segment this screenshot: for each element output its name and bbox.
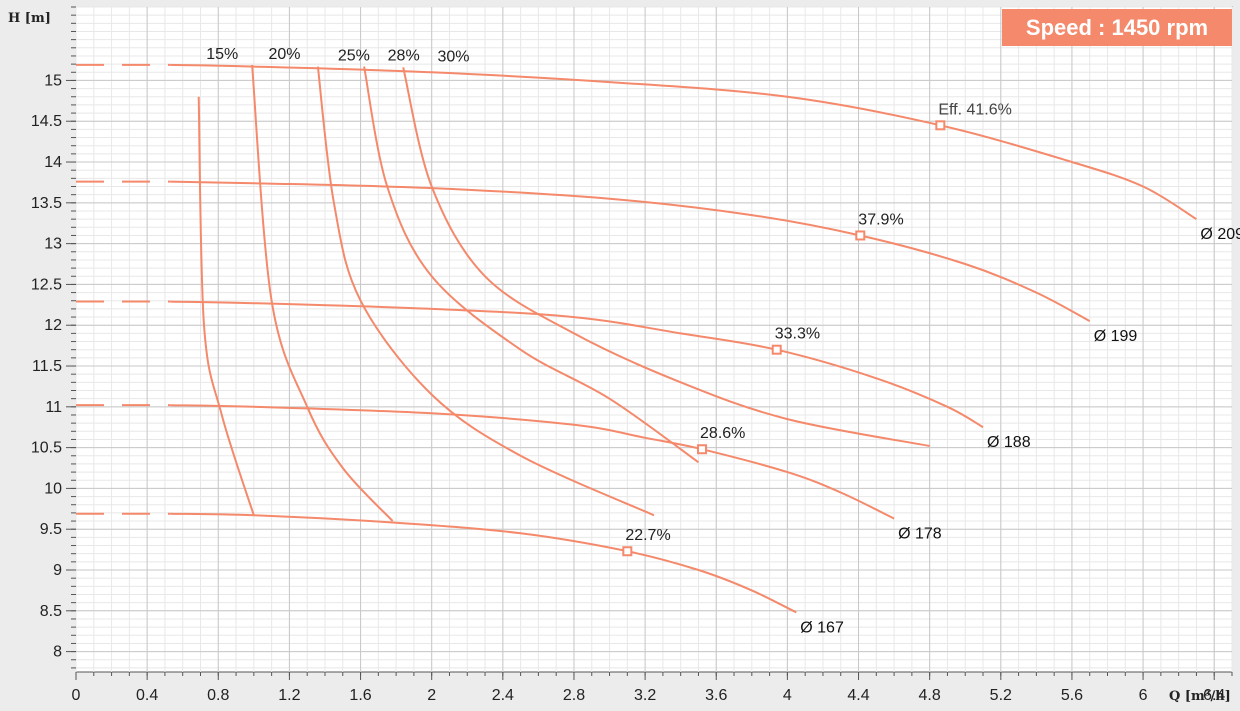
best-efficiency-marker (771, 344, 782, 355)
minor-grid (75, 6, 1233, 672)
best-efficiency-marker (697, 444, 708, 455)
x-tick-label: 4 (783, 687, 792, 704)
head-curves (76, 63, 1197, 614)
y-tick-label: 10 (44, 480, 62, 497)
x-axis-title: Q [m³/h] (1169, 689, 1231, 704)
y-tick-label: 12 (44, 317, 62, 334)
x-tick-label: 6 (1139, 687, 1148, 704)
y-tick-label: 12.5 (31, 276, 62, 293)
head-curve (170, 404, 895, 520)
y-axis-title: H [m] (8, 11, 51, 26)
impeller-diameter-label: Ø 199 (1094, 328, 1138, 345)
y-tick-label: 9.5 (40, 521, 62, 538)
iso-efficiency-curve (363, 66, 700, 464)
iso-efficiency-curve (197, 96, 255, 516)
x-tick-label: 5.2 (990, 687, 1012, 704)
x-tick-label: 1.6 (349, 687, 371, 704)
x-tick-label: 2.8 (563, 687, 585, 704)
axes: 0 0.4 0.8 1.2 1.6 2 2.4 2.8 3.2 3.6 4 4.4 4.8 5.2 5.6 6… (31, 6, 1233, 704)
x-tick-label: 4.8 (919, 687, 941, 704)
best-efficiency-marker (935, 120, 946, 131)
y-tick-label: 8.5 (40, 603, 62, 620)
speed-badge: Speed : 1450 rpm (1002, 9, 1232, 46)
speed-label: Speed : 1450 rpm (1026, 15, 1208, 40)
head-curve (170, 512, 797, 614)
speed-badge-background (1002, 9, 1232, 46)
impeller-diameter-label: Ø 167 (800, 619, 844, 636)
head-curve (170, 63, 1197, 220)
iso-efficiency-label: 30% (437, 48, 469, 65)
iso-efficiency-label: 25% (338, 48, 370, 65)
best-efficiency-label: 33.3% (775, 326, 820, 343)
y-tick-label: 13 (44, 236, 62, 253)
plot-area (75, 6, 1233, 673)
x-tick-label: 3.6 (705, 687, 727, 704)
best-efficiency-label: 22.7% (625, 527, 670, 544)
y-tick-label: 9 (53, 562, 62, 579)
x-tick-label: 0.8 (207, 687, 229, 704)
x-tick-label: 0 (72, 687, 81, 704)
y-tick-label: 11 (45, 399, 62, 416)
major-grid (76, 7, 1232, 672)
x-tick-label: 3.2 (634, 687, 656, 704)
best-efficiency-label: 28.6% (700, 425, 745, 442)
best-efficiency-label: 37.9% (858, 211, 903, 228)
impeller-diameter-label: Ø 178 (898, 526, 942, 543)
head-curve (170, 300, 984, 429)
x-tick-label: 0.4 (136, 687, 158, 704)
x-tick-label: 2.4 (492, 687, 514, 704)
best-efficiency-marker (622, 546, 633, 557)
iso-efficiency-label: 20% (269, 46, 301, 63)
x-tick-label: 6.4 (1203, 687, 1225, 704)
x-tick-label: 5.6 (1061, 687, 1083, 704)
best-efficiency-label: Eff. 41.6% (938, 101, 1012, 118)
x-tick-label: 2 (427, 687, 436, 704)
impeller-diameter-label: Ø 209 (1200, 226, 1240, 243)
x-tick-label: 4.4 (847, 687, 869, 704)
curve-labels: 15% 20% 25% 28% 30% Eff. 41.6% Ø 209 37.9% Ø 199… (206, 46, 1240, 637)
iso-efficiency-curve (251, 64, 394, 522)
y-tick-label: 14 (44, 154, 62, 171)
y-tick-label: 13.5 (31, 195, 62, 212)
iso-efficiency-label: 15% (206, 46, 238, 63)
y-tick-label: 11.5 (32, 358, 62, 375)
y-tick-label: 15 (44, 72, 62, 89)
iso-efficiency-label: 28% (388, 48, 420, 65)
y-tick-label: 10.5 (31, 440, 62, 457)
y-tick-label: 8 (53, 644, 62, 661)
impeller-diameter-label: Ø 188 (987, 434, 1031, 451)
iso-efficiency-curve (402, 67, 930, 447)
best-efficiency-marker (855, 230, 866, 241)
y-tick-label: 14.5 (31, 113, 62, 130)
head-curve (170, 180, 1091, 322)
x-tick-label: 1.2 (278, 687, 300, 704)
